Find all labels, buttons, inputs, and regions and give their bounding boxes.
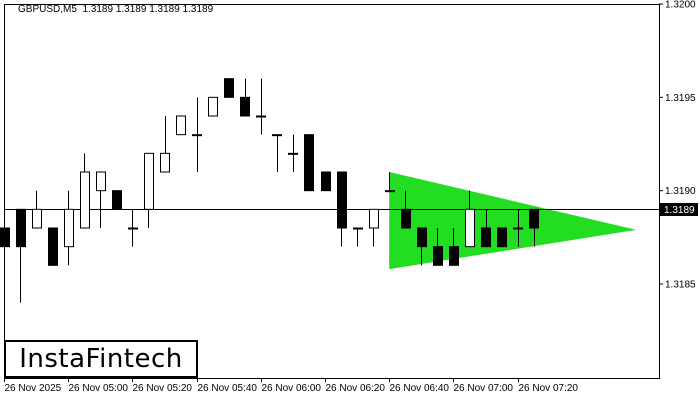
bear-candle [321,171,331,192]
bull-candle [32,208,42,229]
symbol-name: GBPUSD,M5 [18,4,77,15]
triangle-pattern [389,172,637,270]
bull-candle [288,152,298,155]
x-tick-label: 26 Nov 2025 [5,383,62,394]
bear-candle [481,227,491,248]
bear-candle [433,246,443,266]
bull-candle [160,152,170,173]
bear-candle [16,208,26,248]
x-tick-label: 26 Nov 06:20 [326,383,386,394]
bear-candle [112,190,122,210]
bear-candle [449,246,459,266]
bull-candle [176,115,186,136]
x-tick-label: 26 Nov 07:20 [519,383,579,394]
bull-candle [64,208,74,248]
x-tick-label: 26 Nov 05:40 [198,383,258,394]
y-tick-label: 1.3185 [665,280,696,291]
x-tick-label: 26 Nov 06:40 [390,383,450,394]
bear-candle [401,208,411,229]
x-tick-label: 26 Nov 05:00 [69,383,129,394]
bear-candle [224,78,234,98]
bull-candle [192,134,202,137]
bull-candle [80,171,90,229]
bull-candle [353,227,363,230]
bear-candle [240,96,250,117]
bull-candle [272,134,282,137]
logo-text: InstaFintech [19,344,183,374]
bear-candle [304,134,314,192]
bull-candle [465,208,475,248]
bull-candle [144,152,154,210]
bull-candle [369,208,379,229]
bull-candle [385,190,395,193]
y-tick-label: 1.3195 [665,93,696,104]
bull-candle [96,171,106,192]
chart-title: GBPUSD,M5 1.3189 1.3189 1.3189 1.3189 [18,4,213,15]
bull-candle [208,96,218,117]
plot-frame [4,4,660,379]
x-tick-label: 26 Nov 07:00 [454,383,514,394]
x-tick-label: 26 Nov 05:20 [133,383,193,394]
bear-candle [48,227,58,266]
bear-candle [0,227,10,248]
y-tick-label: 1.3200 [665,0,696,11]
bear-candle [417,227,427,248]
bear-candle [337,171,347,229]
logo: InstaFintech [4,340,198,378]
bull-candle [256,115,266,118]
ohlc-values: 1.3189 1.3189 1.3189 1.3189 [82,4,214,15]
bear-candle [497,227,507,248]
y-tick-label: 1.3190 [665,186,696,197]
bull-candle [513,227,523,230]
bear-candle [529,208,539,229]
current-price-badge [660,203,698,216]
x-tick-label: 26 Nov 06:00 [262,383,322,394]
current-price-label: 1.3189 [664,205,695,216]
bull-candle [128,227,138,230]
